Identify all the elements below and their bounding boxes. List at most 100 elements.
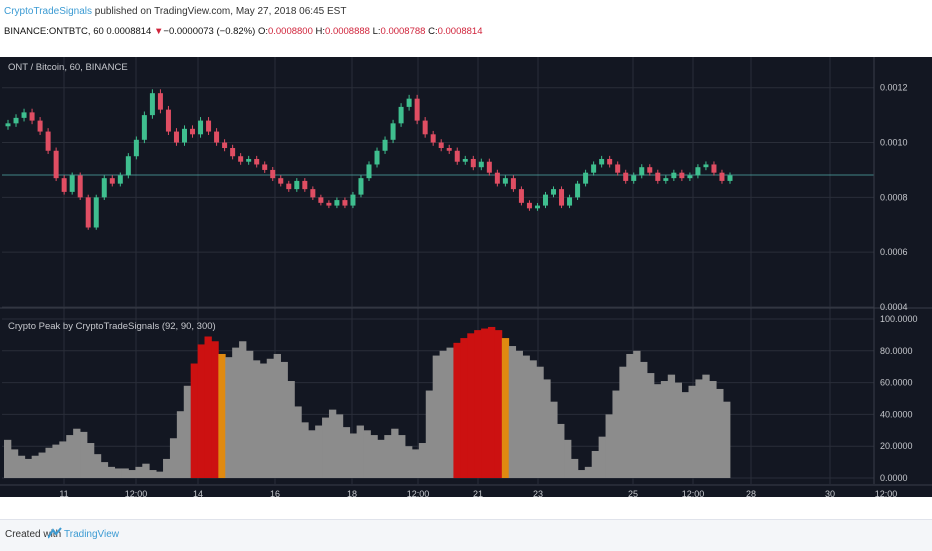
candle-body — [69, 175, 75, 192]
indicator-bar — [301, 422, 309, 478]
indicator-bar — [508, 346, 517, 478]
indicator-bar — [619, 366, 627, 478]
chart-area[interactable]: ONT / Bitcoin, 60, BINANCE Crypto Peak b… — [0, 57, 932, 497]
candle-body — [663, 178, 669, 181]
indicator-bar — [204, 336, 212, 478]
price-axis[interactable]: 0.0012 0.0010 0.0008 0.0006 0.0004 — [873, 57, 908, 484]
price-tick-label: 0.0004 — [880, 302, 908, 312]
indicator-bar — [723, 401, 731, 478]
candle-body — [302, 180, 308, 190]
indicator-bar — [570, 458, 579, 478]
tradingview-brand-link[interactable]: TradingView — [64, 529, 120, 540]
time-axis[interactable]: 11 12:00 14 16 18 12:00 21 23 25 12:00 28 30 12:00 — [0, 484, 932, 497]
indicator-bar — [626, 353, 634, 478]
candle-body — [222, 142, 228, 149]
indicator-bar — [536, 366, 544, 478]
price-tick-label: 0.0006 — [880, 247, 908, 257]
indicator-bar — [716, 388, 724, 478]
indicator-bar — [59, 441, 67, 478]
indicator-bar — [501, 338, 510, 478]
indicator-bar — [543, 379, 551, 478]
candle-body — [446, 148, 452, 151]
indicator-bar — [695, 379, 703, 478]
indicator-bar — [45, 447, 53, 478]
candle-body — [382, 139, 388, 151]
indicator-pane-title: Crypto Peak by CryptoTradeSignals (92, 9… — [8, 321, 216, 332]
author-link[interactable]: CryptoTradeSignals — [4, 6, 93, 17]
candle-body — [695, 167, 701, 176]
candle-body — [406, 98, 412, 107]
candle-body — [61, 178, 67, 192]
indicator-bar — [4, 439, 12, 478]
footer: Created with TradingView — [0, 519, 932, 551]
indicator-bar — [342, 427, 351, 478]
indicator-bar — [315, 425, 323, 478]
candle-body — [278, 178, 284, 184]
indicator-bar — [460, 338, 468, 478]
indicator-bar — [446, 347, 454, 478]
indicator-bar — [647, 373, 655, 478]
candle-body — [350, 194, 356, 206]
indicator-bar — [24, 458, 33, 478]
candle-body — [655, 172, 661, 181]
open-value: 0.0008800 — [267, 26, 313, 37]
candle-body — [687, 175, 693, 179]
candle-body — [534, 205, 540, 209]
candle-body — [639, 167, 645, 176]
indicator-bar — [287, 381, 295, 478]
tradingview-logo-icon — [48, 527, 62, 539]
price-series[interactable] — [5, 89, 733, 230]
candle-body — [294, 180, 300, 190]
candle-body — [133, 139, 139, 157]
indicator-series[interactable] — [4, 326, 731, 478]
candle-body — [173, 131, 179, 143]
candle-body — [414, 98, 420, 121]
indicator-bar — [453, 342, 461, 478]
candle-body — [246, 158, 252, 162]
indicator-bar — [363, 430, 371, 478]
indicator-axis[interactable]: 100.0000 80.0000 60.0000 40.0000 20.0000 0.00… — [880, 314, 918, 483]
time-tick-label: 12:00 — [407, 489, 430, 497]
candle-body — [198, 120, 204, 135]
indicator-bar — [52, 444, 60, 478]
candle-body — [551, 189, 557, 195]
indicator-bar — [107, 466, 116, 478]
indicator-tick-label: 20.0000 — [880, 441, 913, 451]
indicator-tick-label: 80.0000 — [880, 346, 913, 356]
indicator-bar — [640, 361, 648, 478]
candle-body — [165, 109, 171, 132]
indicator-bar — [73, 428, 81, 478]
indicator-bar — [550, 401, 558, 478]
indicator-bar — [169, 438, 178, 478]
indicator-bar — [681, 392, 689, 478]
candle-body — [149, 93, 155, 116]
close-value: 0.0008814 — [437, 26, 483, 37]
indicator-bar — [121, 468, 129, 478]
indicator-bar — [197, 344, 205, 478]
indicator-bar — [135, 466, 143, 478]
indicator-bar — [598, 436, 606, 478]
candle-body — [45, 131, 51, 151]
indicator-bar — [481, 328, 489, 478]
candle-body — [727, 175, 733, 181]
candle-body — [454, 150, 460, 162]
time-tick-label: 28 — [746, 489, 756, 497]
indicator-bar — [280, 361, 288, 478]
indicator-bar — [328, 409, 337, 478]
candle-body — [5, 123, 11, 127]
indicator-bar — [225, 357, 233, 478]
publish-info: published on TradingView.com, May 27, 20… — [94, 6, 347, 17]
indicator-bar — [494, 330, 503, 478]
candle-body — [438, 142, 444, 149]
indicator-bar — [211, 341, 219, 478]
candle-body — [559, 189, 565, 206]
candle-body — [374, 150, 380, 165]
candle-body — [190, 128, 196, 135]
low-value: 0.0008788 — [380, 26, 426, 37]
time-tick-label: 21 — [473, 489, 483, 497]
chart-canvas[interactable]: ONT / Bitcoin, 60, BINANCE Crypto Peak b… — [0, 57, 932, 497]
indicator-bar — [557, 423, 565, 478]
candle-body — [703, 164, 709, 168]
indicator-bar — [515, 350, 523, 478]
indicator-bar — [377, 439, 385, 478]
